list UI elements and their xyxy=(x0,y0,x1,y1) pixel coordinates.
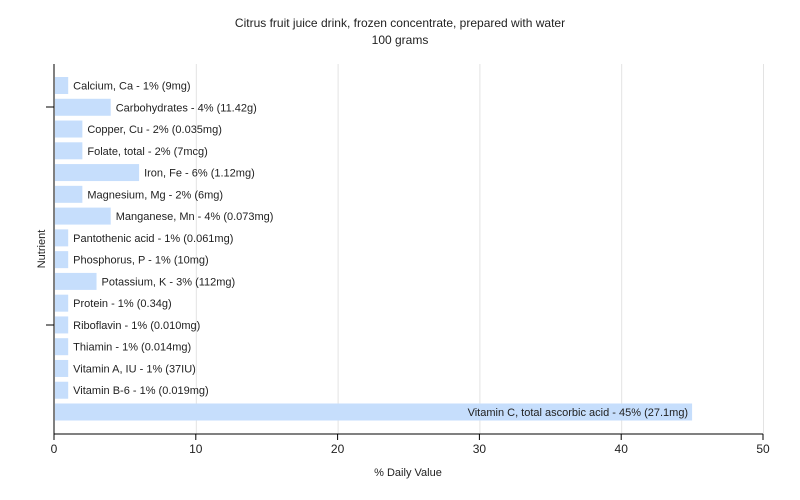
bar-label: Iron, Fe - 6% (1.12mg) xyxy=(144,168,255,180)
x-tick-label: 50 xyxy=(756,442,770,456)
bar-label: Vitamin C, total ascorbic acid - 45% (27… xyxy=(468,407,689,419)
x-axis-ticks: 0 10 20 30 40 50 xyxy=(51,434,770,456)
x-tick-label: 10 xyxy=(189,442,203,456)
bar-label: Copper, Cu - 2% (0.035mg) xyxy=(87,124,222,136)
bar-label: Phosphorus, P - 1% (10mg) xyxy=(73,255,209,267)
bar-label: Vitamin B-6 - 1% (0.019mg) xyxy=(73,385,209,397)
bar-label: Pantothenic acid - 1% (0.061mg) xyxy=(73,233,233,245)
bar xyxy=(55,207,111,225)
x-axis-label: % Daily Value xyxy=(374,467,442,479)
bar xyxy=(55,294,69,312)
chart-title: Citrus fruit juice drink, frozen concent… xyxy=(235,16,565,30)
bar xyxy=(55,272,97,290)
bar xyxy=(55,98,111,116)
gridlines xyxy=(195,64,764,434)
x-tick-label: 30 xyxy=(473,442,487,456)
x-tick-label: 20 xyxy=(331,442,345,456)
bar-label: Vitamin A, IU - 1% (37IU) xyxy=(73,363,196,375)
chart-subtitle: 100 grams xyxy=(372,33,429,47)
bar xyxy=(55,185,83,203)
bar xyxy=(55,251,69,269)
bar xyxy=(55,381,69,399)
bar-label: Magnesium, Mg - 2% (6mg) xyxy=(87,189,223,201)
bar-label: Folate, total - 2% (7mcg) xyxy=(87,146,207,158)
bar xyxy=(55,120,83,138)
bar-label: Riboflavin - 1% (0.010mg) xyxy=(73,320,200,332)
bar xyxy=(55,142,83,160)
bar-label: Carbohydrates - 4% (11.42g) xyxy=(116,102,257,114)
bar-label: Manganese, Mn - 4% (0.073mg) xyxy=(116,211,274,223)
bar xyxy=(55,316,69,334)
bar xyxy=(55,77,69,94)
bar xyxy=(55,403,693,421)
bar xyxy=(55,229,69,247)
bar-label: Calcium, Ca - 1% (9mg) xyxy=(73,81,190,93)
bar-label: Thiamin - 1% (0.014mg) xyxy=(73,342,191,354)
bar xyxy=(55,338,69,356)
bar-label: Potassium, K - 3% (112mg) xyxy=(102,276,236,288)
bar xyxy=(55,359,69,377)
bar xyxy=(55,164,140,182)
x-tick-label: 0 xyxy=(51,442,58,456)
bars: Calcium, Ca - 1% (9mg) Carbohydrates - 4%… xyxy=(55,77,693,421)
x-tick-label: 40 xyxy=(615,442,629,456)
bar-label: Protein - 1% (0.34g) xyxy=(73,298,171,310)
axes xyxy=(46,64,763,435)
y-axis-label: Nutrient xyxy=(36,230,48,269)
